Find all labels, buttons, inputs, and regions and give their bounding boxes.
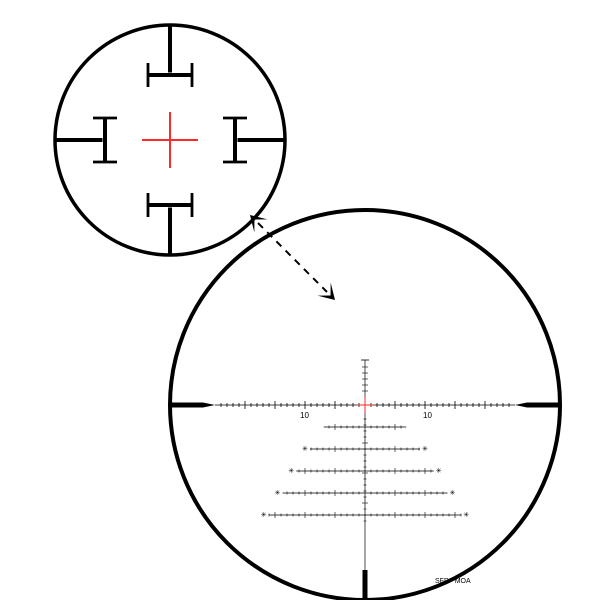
svg-text:✳: ✳ [302,445,308,453]
svg-text:✳: ✳ [463,511,469,519]
svg-text:✳: ✳ [450,489,456,497]
svg-text:✳: ✳ [275,489,281,497]
reticle-diagram: ✳ ✳ ✳ ✳ ✳ ✳ ✳ ✳ [0,0,600,600]
diagram-canvas: ✳ ✳ ✳ ✳ ✳ ✳ ✳ ✳ 10 10 SFP - MOA [0,0,600,600]
svg-text:✳: ✳ [422,445,428,453]
bottom-post-icon [363,570,368,600]
axis-label-left: 10 [300,411,309,420]
svg-text:✳: ✳ [261,511,267,519]
reticle-model-label: SFP - MOA [435,578,471,585]
axis-label-right: 10 [423,411,432,420]
svg-text:✳: ✳ [288,467,294,475]
svg-text:✳: ✳ [436,467,442,475]
